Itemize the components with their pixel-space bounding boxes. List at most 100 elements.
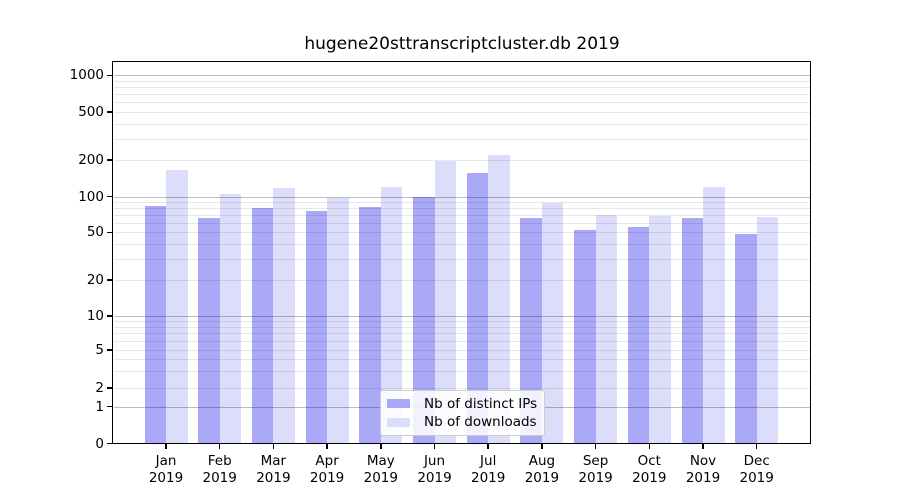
x-tick-label-apr: Apr 2019 (299, 453, 355, 486)
y-tick-100 (106, 195, 113, 198)
x-tick-month: Dec (743, 453, 770, 469)
bar-downloads-feb (219, 194, 242, 444)
x-tick-year: 2019 (471, 469, 506, 486)
gridline-900 (113, 80, 810, 82)
x-tick-jan (165, 444, 167, 449)
y-tick-2 (106, 387, 113, 389)
gridline-3 (113, 371, 810, 373)
y-tick-5 (106, 349, 113, 351)
x-tick-nov (702, 444, 704, 449)
x-tick-month: Jan (155, 453, 177, 469)
bar-downloads-dec (756, 216, 779, 444)
x-tick-jun (433, 444, 436, 449)
x-tick-dec (755, 444, 758, 449)
x-tick-label-may: May 2019 (353, 453, 409, 486)
x-tick-month: Apr (315, 453, 339, 469)
y-tick-label-500: 500 (78, 103, 104, 120)
bar-downloads-jan (166, 169, 188, 444)
x-tick-year: 2019 (739, 469, 774, 486)
gridline-60 (113, 223, 810, 224)
bar-distinct-ips-may (359, 207, 381, 444)
x-tick-month: Jun (423, 453, 446, 469)
x-tick-year: 2019 (578, 469, 613, 486)
bar-distinct-ips-aug (520, 218, 542, 444)
legend: Nb of distinct IPs Nb of downloads (380, 390, 545, 436)
gridline-300 (113, 138, 810, 140)
x-tick-year: 2019 (417, 469, 452, 486)
x-tick-label-sep: Sep 2019 (568, 453, 624, 486)
gridline-2 (113, 388, 810, 389)
y-tick-label-2: 2 (95, 380, 104, 396)
gridline-700 (113, 94, 810, 96)
bar-downloads-nov (703, 186, 725, 444)
y-tick-label-1: 1 (95, 398, 104, 415)
y-tick-label-1000: 1000 (69, 67, 104, 84)
bar-distinct-ips-feb (198, 218, 220, 444)
x-tick-label-feb: Feb 2019 (192, 453, 248, 486)
gridline-800 (113, 87, 810, 89)
bar-distinct-ips-jun (413, 196, 435, 444)
y-tick-10 (106, 315, 113, 317)
gridline-50 (113, 232, 810, 234)
gridline-200 (113, 160, 810, 161)
x-tick-year: 2019 (202, 469, 237, 486)
gridline-10 (113, 316, 810, 317)
y-tick-label-200: 200 (78, 152, 104, 168)
x-tick-year: 2019 (363, 469, 398, 486)
gridline-90 (113, 201, 810, 203)
x-tick-year: 2019 (685, 469, 721, 486)
x-tick-mar (272, 444, 275, 449)
x-tick-feb (218, 444, 221, 449)
x-tick-month: Sep (582, 453, 609, 469)
gridline-100 (113, 196, 810, 198)
x-tick-sep (594, 444, 597, 449)
x-tick-year: 2019 (148, 469, 184, 486)
gridline-500 (113, 111, 810, 113)
legend-swatch-downloads (387, 417, 410, 427)
bar-downloads-jun (434, 160, 456, 444)
gridline-40 (113, 244, 810, 246)
x-tick-month: Jul (480, 453, 497, 469)
gridline-70 (113, 215, 810, 216)
bar-distinct-ips-jan (144, 205, 166, 444)
x-tick-apr (326, 444, 328, 449)
bar-downloads-mar (273, 187, 295, 444)
chart-title: hugene20sttranscriptcluster.db 2019 (304, 34, 620, 54)
y-tick-500 (106, 111, 113, 113)
x-tick-label-nov: Nov 2019 (675, 453, 731, 486)
y-tick-label-50: 50 (86, 224, 104, 241)
x-tick-label-dec: Dec 2019 (729, 453, 785, 486)
bar-distinct-ips-jul (466, 173, 489, 444)
bar-distinct-ips-oct (627, 226, 650, 444)
y-tick-50 (106, 231, 113, 234)
legend-item-downloads: Nb of downloads (387, 414, 538, 430)
gridline-30 (113, 258, 810, 260)
x-tick-label-jan: Jan 2019 (138, 453, 194, 486)
y-tick-1000 (106, 74, 113, 77)
x-tick-year: 2019 (309, 469, 345, 486)
bar-downloads-jul (488, 155, 510, 444)
bar-distinct-ips-sep (574, 230, 596, 444)
gridline-5 (113, 350, 810, 351)
y-tick-label-0: 0 (95, 435, 104, 452)
x-tick-month: Mar (260, 453, 287, 469)
y-tick-20 (106, 279, 113, 281)
x-tick-jul (487, 444, 489, 449)
x-tick-month: Feb (207, 453, 232, 469)
x-tick-label-jul: Jul 2019 (460, 453, 516, 486)
legend-swatch-distinct-ips (387, 399, 410, 409)
gridline-20 (113, 280, 810, 282)
gridline-1000 (113, 75, 810, 77)
bar-downloads-apr (327, 197, 349, 444)
bar-distinct-ips-mar (251, 208, 274, 444)
y-tick-0 (106, 442, 113, 445)
x-tick-year: 2019 (256, 469, 291, 486)
x-tick-month: Nov (689, 453, 717, 469)
legend-item-distinct-ips: Nb of distinct IPs (387, 396, 538, 412)
y-tick-label-20: 20 (86, 272, 104, 289)
gridline-400 (113, 123, 810, 125)
gridline-9 (113, 321, 810, 323)
x-tick-oct (648, 444, 651, 449)
bar-downloads-oct (649, 215, 671, 444)
